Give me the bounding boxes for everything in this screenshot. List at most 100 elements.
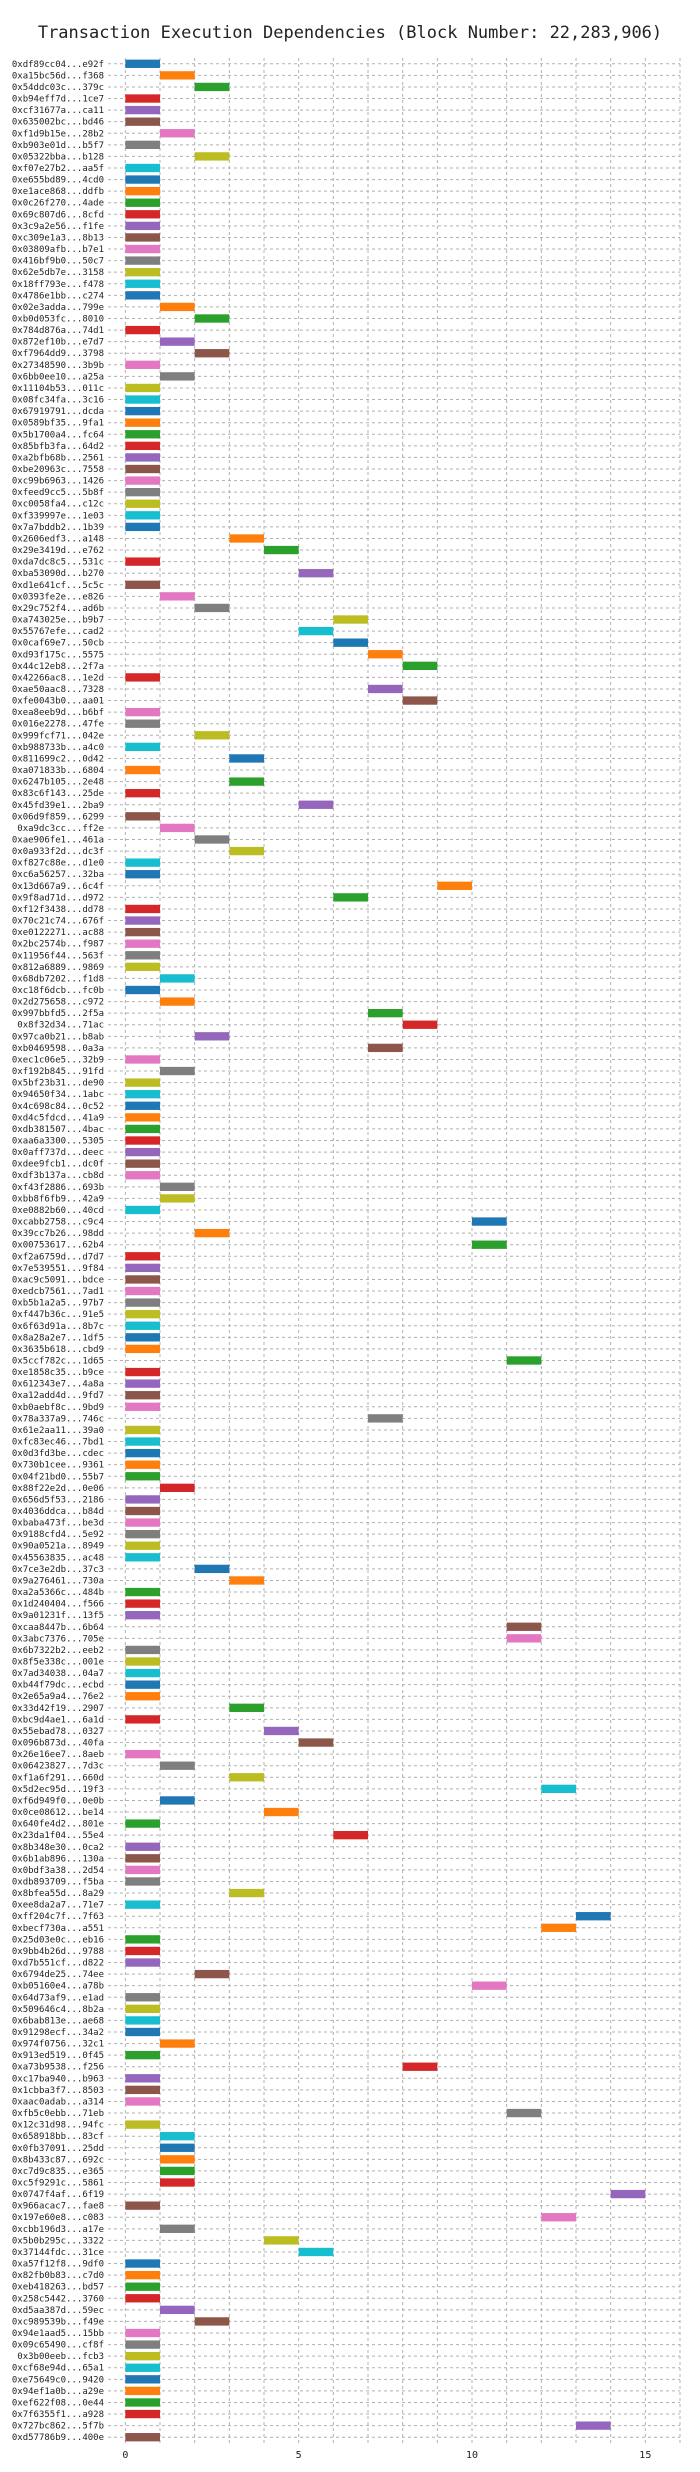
bar-64 [298, 800, 334, 809]
bar-65 [125, 812, 160, 821]
y-label-107: 0xb5b1a2a5...97b7 [12, 1299, 104, 1309]
y-label-69: 0xf827c88e...d1e0 [12, 859, 104, 869]
y-label-112: 0x5ccf782c...1d65 [12, 1356, 104, 1366]
bar-80 [125, 985, 160, 995]
y-label-164: 0xd7b551cf...d822 [12, 1959, 104, 1969]
y-label-86: 0xec1c06e5...32b9 [12, 1055, 104, 1065]
bar-58 [194, 731, 230, 740]
y-label-34: 0xa2bfb68b...2561 [12, 453, 104, 463]
bar-57 [125, 719, 160, 728]
y-label-161: 0xbecf730a...a551 [12, 1924, 104, 1934]
bar-78 [125, 962, 160, 972]
y-label-5: 0x635002bc...bd46 [12, 118, 104, 128]
y-label-36: 0xc99b6963...1426 [12, 477, 104, 487]
y-label-146: 0x26e16ee7...8aeb [12, 1750, 104, 1760]
bar-87 [160, 1066, 195, 1076]
bar-46 [160, 592, 195, 601]
y-label-193: 0x258c5442...3760 [12, 2294, 104, 2304]
y-label-117: 0x78a337a9...746c [12, 1414, 104, 1424]
x-tick-label-10: 10 [466, 2450, 478, 2461]
bar-199 [125, 2363, 160, 2372]
bar-100 [472, 1217, 507, 1226]
x-tick-label-5: 5 [296, 2450, 302, 2461]
y-label-140: 0xb44f79dc...ecbd [12, 1681, 104, 1691]
bar-47 [194, 603, 230, 613]
y-label-125: 0x4036ddca...b84d [12, 1507, 104, 1517]
bar-151 [264, 1807, 299, 1817]
bar-167 [125, 1993, 160, 2002]
bar-131 [229, 1576, 264, 1585]
y-label-13: 0x69c807d6...8cfd [12, 210, 104, 220]
y-label-6: 0xf1d9b15e...28b2 [12, 129, 104, 139]
y-label-191: 0x82fb0b83...c7d0 [12, 2271, 104, 2281]
bar-130 [194, 1564, 230, 1574]
y-label-130: 0x7ce3e2db...37c3 [12, 1565, 104, 1575]
y-label-145: 0x096b873d...40fa [12, 1739, 104, 1749]
y-label-139: 0x7ad34038...04a7 [12, 1669, 104, 1679]
bar-60 [229, 754, 264, 763]
y-label-9: 0xf07e27b2...aa5f [12, 164, 104, 174]
bar-23 [125, 325, 160, 335]
y-label-23: 0x784d876a...74d1 [12, 326, 104, 336]
bar-123 [160, 1483, 195, 1493]
bar-150 [160, 1796, 195, 1805]
y-label-109: 0x6f63d91a...8b7c [12, 1322, 104, 1332]
y-label-114: 0x612343e7...4a8a [12, 1380, 104, 1390]
y-label-7: 0xb903e01d...b5f7 [12, 141, 104, 151]
y-label-52: 0x44c12eb8...2f7a [12, 662, 104, 672]
bar-33 [125, 441, 160, 451]
y-label-76: 0x2bc2574b...f987 [12, 940, 104, 950]
y-label-136: 0x3abc7376...705e [12, 1634, 104, 1644]
y-label-20: 0x4786e1bb...c274 [12, 291, 104, 301]
y-label-40: 0x7a7bddb2...1b39 [12, 523, 104, 533]
y-label-26: 0x27348590...3b9b [12, 361, 104, 371]
bar-81 [160, 997, 195, 1006]
bar-190 [125, 2259, 160, 2268]
bar-77 [125, 951, 160, 960]
y-label-170: 0x91298ecf...34a2 [12, 2028, 104, 2038]
y-label-106: 0xedcb7561...7ad1 [12, 1287, 104, 1297]
bar-105 [125, 1275, 160, 1284]
bar-177 [506, 2108, 542, 2118]
y-label-67: 0xae906fe1...461a [12, 835, 104, 845]
bar-13 [125, 210, 160, 219]
y-label-111: 0x3635b618...cbd9 [12, 1345, 104, 1355]
bar-59 [125, 742, 160, 752]
y-label-157: 0xdb893709...f5ba [12, 1877, 104, 1887]
y-label-99: 0xe0882b60...40cd [12, 1206, 104, 1216]
bar-169 [125, 2016, 160, 2025]
y-label-98: 0xbb8f6fb9...42a9 [12, 1194, 104, 1204]
y-label-194: 0xd5aa387d...59ec [12, 2306, 104, 2316]
bar-181 [160, 2155, 195, 2164]
bar-8 [194, 152, 230, 161]
y-label-142: 0x33d42f19...2907 [12, 1704, 104, 1714]
y-label-205: 0xd57786b9...400e [12, 2433, 104, 2443]
bar-24 [160, 337, 195, 346]
bar-107 [125, 1298, 160, 1307]
y-label-3: 0xb94eff7d...1ce7 [12, 95, 104, 105]
bar-110 [125, 1333, 160, 1342]
y-label-28: 0x11104b53...011c [12, 384, 104, 394]
bar-35 [125, 464, 160, 474]
y-label-33: 0x85bfb3fa...64d2 [12, 442, 104, 452]
y-label-102: 0x00753617...62b4 [12, 1241, 104, 1251]
bar-96 [125, 1171, 160, 1180]
bar-152 [125, 1819, 160, 1828]
bar-162 [125, 1935, 160, 1944]
y-label-173: 0xa73b9538...f256 [12, 2063, 104, 2073]
y-label-165: 0x6794de25...74ee [12, 1970, 104, 1980]
bar-95 [125, 1159, 160, 1168]
x-tick-label-15: 15 [639, 2450, 651, 2461]
y-label-78: 0x812a6889...9869 [12, 963, 104, 973]
y-label-103: 0xf2a6759d...d7d7 [12, 1252, 104, 1262]
bar-201 [125, 2386, 160, 2396]
bar-125 [125, 1506, 160, 1516]
bar-134 [125, 1611, 160, 1620]
y-label-43: 0xda7dc8c5...531c [12, 558, 104, 568]
bar-16 [125, 244, 160, 254]
bar-3 [125, 94, 160, 103]
bar-83 [402, 1020, 438, 1029]
y-label-2: 0x54ddc03c...379c [12, 83, 104, 93]
bar-121 [125, 1460, 160, 1469]
y-label-32: 0x5b1700a4...fc64 [12, 430, 104, 440]
